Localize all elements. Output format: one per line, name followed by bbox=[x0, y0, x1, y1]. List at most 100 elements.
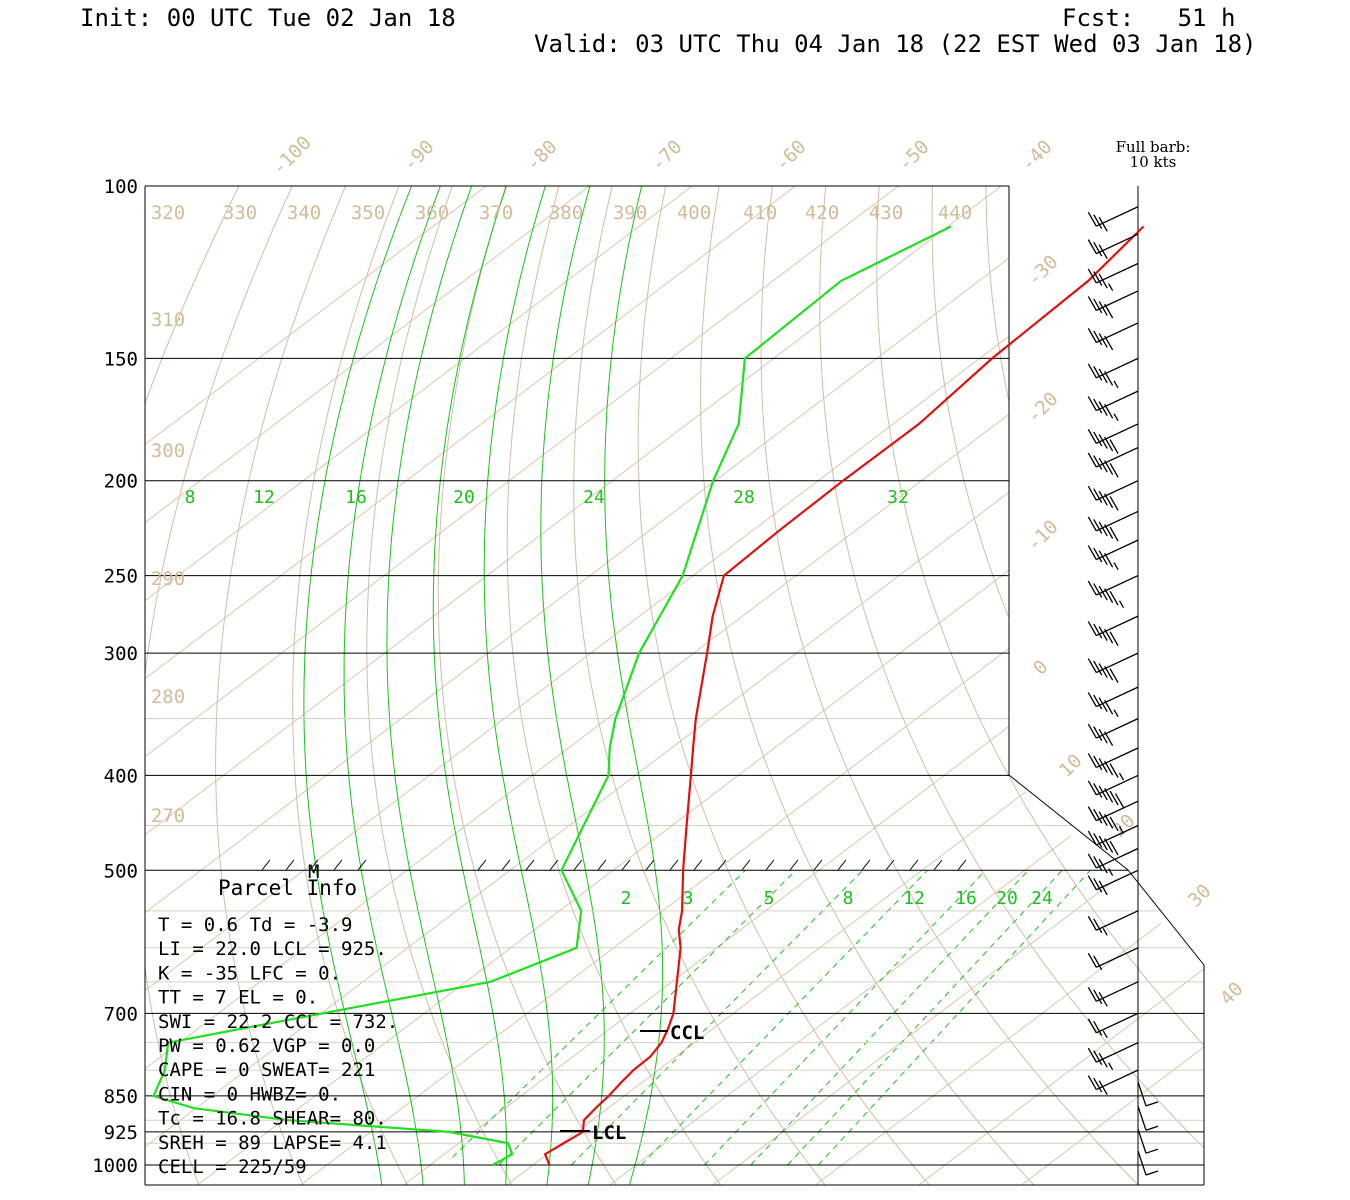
wind-barb bbox=[1087, 233, 1139, 260]
wind-barb bbox=[1087, 290, 1139, 319]
theta-label: 360 bbox=[415, 202, 449, 224]
isotherm-line bbox=[145, 186, 1083, 1185]
mixing-ratio-line bbox=[450, 870, 746, 1166]
mixing-ratio-label: 16 bbox=[955, 888, 977, 909]
wind-barb bbox=[1087, 686, 1139, 718]
isotherm-line bbox=[145, 186, 1204, 1185]
mixing-ratio-label: 5 bbox=[764, 888, 775, 909]
hatch-mark bbox=[861, 859, 871, 871]
temperature-line bbox=[543, 225, 1145, 1166]
theta-label: 340 bbox=[287, 202, 321, 224]
isotherm-line bbox=[145, 186, 980, 1185]
theta-labels: 320 330 340 350 360 370 380 390 400 410 420 430 440 3… bbox=[151, 202, 972, 827]
moist-adiabat-label: 20 bbox=[453, 487, 475, 508]
dry-adiabat-line bbox=[931, 186, 1204, 1185]
wind-barb bbox=[1087, 574, 1139, 609]
theta-label: 380 bbox=[549, 202, 583, 224]
parcel-info-row: TT = 7 EL = 0. bbox=[158, 987, 318, 1009]
wind-barb bbox=[1087, 774, 1139, 808]
dry-adiabat-line bbox=[1306, 186, 1350, 1186]
hatch-mark bbox=[885, 859, 895, 871]
wind-barb bbox=[1087, 718, 1139, 747]
mixing-ratio-label: 3 bbox=[683, 888, 694, 909]
forecast-hour: Fcst: 51 h bbox=[1062, 4, 1236, 32]
sounding-series bbox=[151, 225, 1145, 1166]
hatch-mark bbox=[549, 859, 559, 871]
pressure-tick-labels: 100 150 200 250 300 400 500 700 850 925 1000 bbox=[92, 176, 138, 1177]
moist-adiabat-label: 16 bbox=[345, 487, 367, 508]
isotherm-label: -30 bbox=[1023, 251, 1063, 291]
theta-label: 270 bbox=[151, 805, 185, 827]
moist-adiabat-line bbox=[540, 186, 605, 1185]
isotherm-line bbox=[814, 186, 1204, 1185]
hatch-mark bbox=[477, 859, 487, 871]
pressure-tick-label: 400 bbox=[104, 765, 138, 787]
hatch-mark bbox=[693, 859, 703, 871]
dry-adiabat-line bbox=[215, 186, 347, 1185]
plot-frame bbox=[144, 185, 1205, 1186]
parcel-info-row: CIN = 0 HWBZ= 0. bbox=[158, 1083, 341, 1105]
isotherm-label: -50 bbox=[894, 136, 934, 176]
pressure-tick-label: 300 bbox=[104, 643, 138, 665]
wind-barb bbox=[1087, 262, 1139, 291]
theta-label: 430 bbox=[869, 202, 903, 224]
wind-barb bbox=[1087, 947, 1139, 971]
wind-barb bbox=[1087, 510, 1139, 542]
hatch-mark bbox=[741, 859, 751, 871]
isotherm-line bbox=[299, 186, 1204, 1185]
mixing-ratio-line bbox=[704, 870, 987, 1166]
wind-barb bbox=[1087, 322, 1139, 351]
wind-barb bbox=[1087, 480, 1139, 511]
hatch-mark bbox=[765, 859, 775, 871]
wind-barb bbox=[1087, 390, 1139, 422]
dry-adiabat-line bbox=[985, 186, 1204, 1185]
level-hatch-marks bbox=[261, 859, 967, 871]
mixing-ratio-label: 2 bbox=[621, 888, 632, 909]
wind-barb bbox=[1137, 1105, 1159, 1131]
valid-time: Valid: 03 UTC Thu 04 Jan 18 (22 EST Wed … bbox=[534, 30, 1257, 58]
lcl-label: LCL bbox=[592, 1122, 626, 1144]
wind-barb bbox=[1087, 539, 1139, 571]
isotherm-label: -80 bbox=[522, 136, 562, 176]
wind-barb bbox=[1087, 824, 1139, 856]
dewpoint-line bbox=[151, 225, 952, 1166]
moist-adiabat-line bbox=[483, 186, 554, 1185]
moist-adiabat-label: 24 bbox=[583, 487, 605, 508]
hatch-mark bbox=[909, 859, 919, 871]
hatch-mark bbox=[789, 859, 799, 871]
hatch-mark bbox=[669, 859, 679, 871]
pressure-tick-label: 925 bbox=[104, 1122, 138, 1144]
theta-label: 440 bbox=[938, 202, 972, 224]
parcel-info-title: Parcel Info bbox=[218, 876, 357, 900]
dry-adiabat-line bbox=[1092, 186, 1204, 1185]
wind-barb bbox=[1087, 800, 1139, 834]
wind-barb bbox=[1087, 981, 1139, 1007]
wind-barb bbox=[1087, 446, 1139, 478]
init-time: Init: 00 UTC Tue 02 Jan 18 bbox=[80, 4, 456, 32]
barb-legend-line2: 10 kts bbox=[1130, 153, 1177, 171]
mixing-ratio-line bbox=[750, 870, 1029, 1166]
wind-barb bbox=[1087, 357, 1139, 389]
moist-adiabat-line bbox=[386, 186, 473, 1185]
dry-adiabat-line bbox=[876, 186, 1204, 1185]
hatch-mark bbox=[573, 859, 583, 871]
isotherm-line bbox=[196, 186, 1204, 1185]
isotherm-label: 40 bbox=[1216, 978, 1248, 1010]
parcel-info-row: LI = 22.0 LCL = 925. bbox=[158, 938, 387, 960]
isotherm-line bbox=[145, 186, 1186, 1185]
moist-adiabat-line bbox=[303, 186, 413, 1185]
pressure-tick-label: 100 bbox=[104, 176, 138, 198]
hatch-mark bbox=[621, 859, 631, 871]
wind-barbs bbox=[1087, 206, 1159, 1176]
ccl-label: CCL bbox=[670, 1022, 704, 1044]
hatch-mark bbox=[597, 859, 607, 871]
isotherm-line bbox=[145, 186, 1204, 1185]
hatch-mark bbox=[285, 859, 295, 871]
theta-label: 420 bbox=[805, 202, 839, 224]
moist-adiabat-line bbox=[432, 186, 507, 1185]
dry-adiabat-line bbox=[1145, 186, 1204, 1185]
pressure-tick-label: 1000 bbox=[92, 1155, 138, 1177]
